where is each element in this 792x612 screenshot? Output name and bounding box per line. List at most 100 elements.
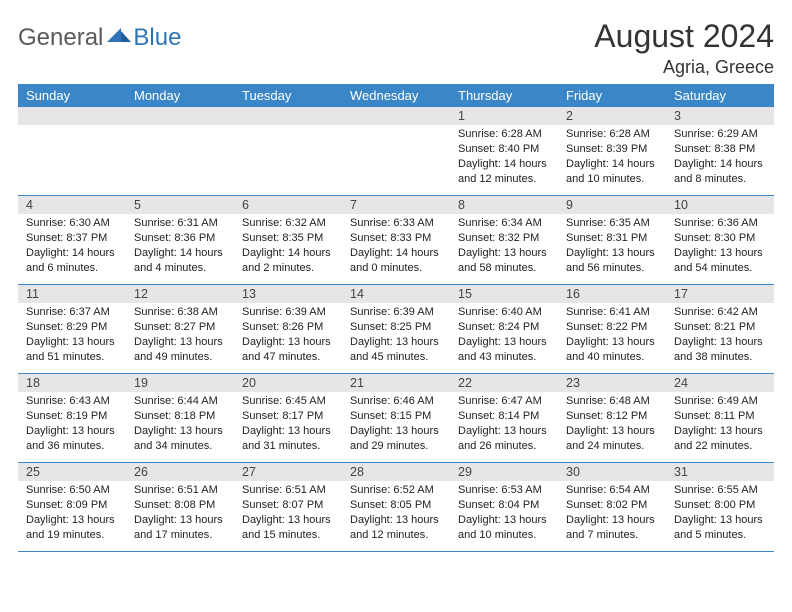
day-cell: 22Sunrise: 6:47 AMSunset: 8:14 PMDayligh…	[450, 374, 558, 462]
day-number: 10	[666, 196, 774, 214]
daylight-text: Daylight: 14 hours and 6 minutes.	[26, 246, 118, 276]
day-number: 16	[558, 285, 666, 303]
sunrise-text: Sunrise: 6:51 AM	[242, 483, 334, 498]
day-details: Sunrise: 6:32 AMSunset: 8:35 PMDaylight:…	[234, 214, 342, 279]
day-number: 29	[450, 463, 558, 481]
sunset-text: Sunset: 8:08 PM	[134, 498, 226, 513]
daylight-text: Daylight: 13 hours and 19 minutes.	[26, 513, 118, 543]
sunrise-text: Sunrise: 6:46 AM	[350, 394, 442, 409]
day-cell: 6Sunrise: 6:32 AMSunset: 8:35 PMDaylight…	[234, 196, 342, 284]
daylight-text: Daylight: 13 hours and 40 minutes.	[566, 335, 658, 365]
calendar-grid: Sunday Monday Tuesday Wednesday Thursday…	[18, 84, 774, 552]
location-label: Agria, Greece	[594, 57, 774, 78]
daylight-text: Daylight: 13 hours and 15 minutes.	[242, 513, 334, 543]
dow-wednesday: Wednesday	[342, 84, 450, 107]
day-number: 2	[558, 107, 666, 125]
sunrise-text: Sunrise: 6:54 AM	[566, 483, 658, 498]
day-cell: 26Sunrise: 6:51 AMSunset: 8:08 PMDayligh…	[126, 463, 234, 551]
day-details	[18, 125, 126, 131]
day-details: Sunrise: 6:48 AMSunset: 8:12 PMDaylight:…	[558, 392, 666, 457]
day-details: Sunrise: 6:33 AMSunset: 8:33 PMDaylight:…	[342, 214, 450, 279]
day-details: Sunrise: 6:46 AMSunset: 8:15 PMDaylight:…	[342, 392, 450, 457]
sunrise-text: Sunrise: 6:47 AM	[458, 394, 550, 409]
sunset-text: Sunset: 8:24 PM	[458, 320, 550, 335]
daylight-text: Daylight: 14 hours and 8 minutes.	[674, 157, 766, 187]
sunrise-text: Sunrise: 6:39 AM	[350, 305, 442, 320]
day-cell: 24Sunrise: 6:49 AMSunset: 8:11 PMDayligh…	[666, 374, 774, 462]
daylight-text: Daylight: 13 hours and 17 minutes.	[134, 513, 226, 543]
daylight-text: Daylight: 13 hours and 45 minutes.	[350, 335, 442, 365]
sunset-text: Sunset: 8:02 PM	[566, 498, 658, 513]
day-details: Sunrise: 6:39 AMSunset: 8:26 PMDaylight:…	[234, 303, 342, 368]
daylight-text: Daylight: 13 hours and 10 minutes.	[458, 513, 550, 543]
sunrise-text: Sunrise: 6:33 AM	[350, 216, 442, 231]
daylight-text: Daylight: 13 hours and 22 minutes.	[674, 424, 766, 454]
sunrise-text: Sunrise: 6:35 AM	[566, 216, 658, 231]
day-details: Sunrise: 6:43 AMSunset: 8:19 PMDaylight:…	[18, 392, 126, 457]
daylight-text: Daylight: 14 hours and 2 minutes.	[242, 246, 334, 276]
day-details: Sunrise: 6:42 AMSunset: 8:21 PMDaylight:…	[666, 303, 774, 368]
sunrise-text: Sunrise: 6:53 AM	[458, 483, 550, 498]
dow-friday: Friday	[558, 84, 666, 107]
day-cell: 16 Sunrise: 6:41 AMSunset: 8:22 PMDayligh…	[558, 285, 666, 373]
day-cell	[342, 107, 450, 195]
day-number: 30	[558, 463, 666, 481]
daylight-text: Daylight: 13 hours and 49 minutes.	[134, 335, 226, 365]
sunset-text: Sunset: 8:36 PM	[134, 231, 226, 246]
sunset-text: Sunset: 8:39 PM	[566, 142, 658, 157]
weeks-container: 1Sunrise: 6:28 AMSunset: 8:40 PMDaylight…	[18, 107, 774, 552]
sunset-text: Sunset: 8:12 PM	[566, 409, 658, 424]
day-number: 22	[450, 374, 558, 392]
daylight-text: Daylight: 14 hours and 4 minutes.	[134, 246, 226, 276]
day-number: 12	[126, 285, 234, 303]
sunset-text: Sunset: 8:30 PM	[674, 231, 766, 246]
sunrise-text: Sunrise: 6:31 AM	[134, 216, 226, 231]
sunrise-text: Sunrise: 6:32 AM	[242, 216, 334, 231]
day-cell: 30Sunrise: 6:54 AMSunset: 8:02 PMDayligh…	[558, 463, 666, 551]
sunrise-text: Sunrise: 6:41 AM	[566, 305, 658, 320]
sunrise-text: Sunrise: 6:44 AM	[134, 394, 226, 409]
day-cell	[126, 107, 234, 195]
day-number: 28	[342, 463, 450, 481]
day-details: Sunrise: 6:31 AMSunset: 8:36 PMDaylight:…	[126, 214, 234, 279]
sunrise-text: Sunrise: 6:39 AM	[242, 305, 334, 320]
dow-sunday: Sunday	[18, 84, 126, 107]
day-cell: 20Sunrise: 6:45 AMSunset: 8:17 PMDayligh…	[234, 374, 342, 462]
day-of-week-row: Sunday Monday Tuesday Wednesday Thursday…	[18, 84, 774, 107]
day-details: Sunrise: 6:49 AMSunset: 8:11 PMDaylight:…	[666, 392, 774, 457]
dow-saturday: Saturday	[666, 84, 774, 107]
sunrise-text: Sunrise: 6:28 AM	[566, 127, 658, 142]
day-details: Sunrise: 6:47 AMSunset: 8:14 PMDaylight:…	[450, 392, 558, 457]
day-number: 23	[558, 374, 666, 392]
day-number: 18	[18, 374, 126, 392]
logo-text-blue: Blue	[133, 24, 181, 52]
sunset-text: Sunset: 8:22 PM	[566, 320, 658, 335]
page-header: General Blue August 2024 Agria, Greece	[18, 18, 774, 78]
logo-triangle-icon	[107, 24, 131, 42]
week-row: 18Sunrise: 6:43 AMSunset: 8:19 PMDayligh…	[18, 374, 774, 463]
daylight-text: Daylight: 13 hours and 43 minutes.	[458, 335, 550, 365]
day-cell: 1Sunrise: 6:28 AMSunset: 8:40 PMDaylight…	[450, 107, 558, 195]
sunset-text: Sunset: 8:35 PM	[242, 231, 334, 246]
day-cell: 13Sunrise: 6:39 AMSunset: 8:26 PMDayligh…	[234, 285, 342, 373]
day-number	[234, 107, 342, 125]
day-details: Sunrise: 6:52 AMSunset: 8:05 PMDaylight:…	[342, 481, 450, 546]
day-details: Sunrise: 6:53 AMSunset: 8:04 PMDaylight:…	[450, 481, 558, 546]
day-number	[18, 107, 126, 125]
daylight-text: Daylight: 13 hours and 56 minutes.	[566, 246, 658, 276]
day-details	[234, 125, 342, 131]
logo-text-general: General	[18, 24, 103, 52]
week-row: 11Sunrise: 6:37 AMSunset: 8:29 PMDayligh…	[18, 285, 774, 374]
day-details: Sunrise: 6:45 AMSunset: 8:17 PMDaylight:…	[234, 392, 342, 457]
week-row: 25Sunrise: 6:50 AMSunset: 8:09 PMDayligh…	[18, 463, 774, 552]
sunset-text: Sunset: 8:04 PM	[458, 498, 550, 513]
day-number: 11	[18, 285, 126, 303]
day-details: Sunrise: 6:28 AMSunset: 8:40 PMDaylight:…	[450, 125, 558, 190]
sunrise-text: Sunrise: 6:40 AM	[458, 305, 550, 320]
day-details: Sunrise: 6:50 AMSunset: 8:09 PMDaylight:…	[18, 481, 126, 546]
day-number: 13	[234, 285, 342, 303]
sunrise-text: Sunrise: 6:48 AM	[566, 394, 658, 409]
day-cell: 18Sunrise: 6:43 AMSunset: 8:19 PMDayligh…	[18, 374, 126, 462]
day-details: Sunrise: 6:35 AMSunset: 8:31 PMDaylight:…	[558, 214, 666, 279]
sunrise-text: Sunrise: 6:29 AM	[674, 127, 766, 142]
